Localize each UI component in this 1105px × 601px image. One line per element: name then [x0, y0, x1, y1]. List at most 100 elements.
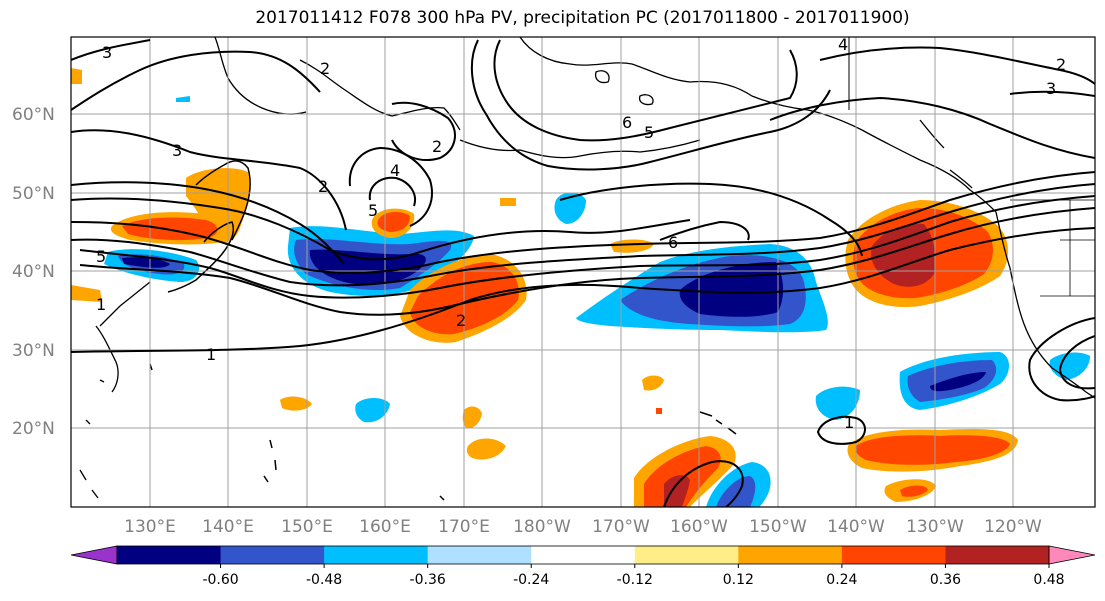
precip-negative-region	[355, 398, 390, 423]
precip-positive-region	[462, 406, 482, 429]
colorbar-tick-label: 0.36	[930, 572, 961, 588]
contour-label: 2	[456, 311, 466, 330]
colorbar-cell	[634, 546, 739, 564]
pv-contour-line	[470, 39, 831, 171]
contour-label: 2	[1056, 55, 1066, 74]
colorbar-cell	[427, 546, 532, 564]
pv-contour-line	[1058, 335, 1095, 390]
contour-label: 6	[622, 113, 632, 132]
map-title: 2017011412 F078 300 hPa PV, precipitatio…	[255, 8, 910, 28]
precip-negative-region	[554, 192, 586, 224]
colorbar-cell	[945, 546, 1050, 564]
pv-contour-line	[71, 39, 151, 61]
lon-label: 170°W	[592, 517, 650, 537]
pv-contour-line	[71, 181, 345, 265]
pv-contour-labels: 3 2 3 2 4 5 5 1 6 2 6 5 1 4 2 3 1 2	[96, 35, 1066, 432]
lon-label: 180°W	[513, 517, 571, 537]
colorbar-cell	[220, 546, 325, 564]
pv-contour-line	[819, 46, 1095, 85]
pv-contour-line	[559, 182, 863, 257]
colorbar-extend-max	[1048, 545, 1096, 565]
contour-label: 4	[390, 161, 400, 180]
precip-positive-region	[664, 475, 690, 507]
precip-positive-region	[71, 285, 102, 302]
latitude-labels: 60°N 50°N 40°N 30°N 20°N	[12, 105, 55, 439]
contour-label: 2	[320, 59, 330, 78]
precip-positive-region	[466, 438, 506, 460]
contour-label: 2	[318, 177, 328, 196]
lon-label: 170°E	[438, 517, 490, 537]
colorbar-tick-label: -0.36	[410, 572, 446, 588]
lat-label: 40°N	[12, 262, 55, 282]
precip-positive-region	[280, 396, 312, 411]
colorbar-extend-min	[70, 545, 118, 565]
contour-label: 1	[206, 345, 216, 364]
lat-label: 60°N	[12, 105, 55, 125]
pv-contour-line	[391, 101, 456, 161]
map-frame	[70, 36, 1096, 508]
lat-label: 30°N	[12, 341, 55, 361]
contour-label: 5	[96, 247, 106, 266]
precip-negative-region	[815, 386, 860, 420]
longitude-labels: 130°E 140°E 150°E 160°E 170°E 180°W 170°…	[124, 517, 1042, 537]
contour-label: 6	[668, 233, 678, 252]
pv-contour-line	[71, 227, 1095, 353]
colorbar-cell	[324, 546, 429, 564]
colorbar-tick-label: -0.60	[202, 572, 238, 588]
pv-contour-line	[71, 197, 691, 261]
contour-label: 1	[844, 413, 854, 432]
lon-label: 160°W	[670, 517, 728, 537]
lon-label: 160°E	[359, 517, 411, 537]
precip-negative-region	[716, 476, 756, 507]
precip-positive-region	[377, 211, 410, 232]
lon-label: 130°W	[906, 517, 964, 537]
pv-contour-line	[816, 415, 866, 445]
pv-contour-line	[659, 220, 750, 241]
contour-label: 2	[432, 137, 442, 156]
colorbar-cell	[117, 546, 222, 564]
precip-positive-region	[855, 435, 1010, 465]
pv-contour-line	[71, 171, 1095, 274]
lon-label: 140°W	[827, 517, 885, 537]
colorbar-cell	[531, 546, 636, 564]
precip-positive-region	[642, 375, 664, 391]
lat-label: 20°N	[12, 419, 55, 439]
colorbar-cell	[738, 546, 843, 564]
contour-label: 5	[368, 201, 378, 220]
contour-label: 5	[644, 123, 654, 142]
contour-label: 3	[1046, 79, 1056, 98]
pv-contour-line	[663, 460, 744, 507]
pv-contour-line	[71, 183, 1095, 287]
lat-label: 50°N	[12, 184, 55, 204]
colorbar-cell	[841, 546, 946, 564]
colorbar: -0.60 -0.48 -0.36 -0.24 -0.12 0.12 0.24 0.36 0.4…	[70, 545, 1096, 588]
precip-positive-region	[71, 68, 82, 84]
contour-label: 4	[838, 35, 848, 54]
pv-contour-line	[79, 195, 1095, 299]
precip-positive-region	[500, 198, 516, 206]
precip-positive-region	[900, 485, 928, 497]
pv-contour-line	[71, 129, 347, 231]
lon-label: 150°W	[749, 517, 807, 537]
lon-label: 130°E	[124, 517, 176, 537]
pv-contour-line	[368, 176, 416, 207]
contour-label: 3	[102, 43, 112, 62]
pv-contours	[71, 39, 1095, 507]
precip-negative-region	[930, 372, 986, 392]
colorbar-frame	[116, 545, 1050, 565]
colorbar-tick-label: 0.48	[1033, 572, 1064, 588]
precip-negative-region	[176, 96, 190, 102]
precip-positive-region	[656, 408, 662, 414]
colorbar-tick-label: -0.24	[513, 572, 549, 588]
colorbar-tick-label: 0.12	[723, 572, 754, 588]
colorbar-tick-label: 0.24	[826, 572, 857, 588]
pv-contour-line	[1028, 317, 1095, 402]
pv-contour-line	[79, 207, 1095, 316]
pv-contour-line	[1009, 90, 1095, 97]
lon-label: 140°E	[202, 517, 254, 537]
lon-label: 150°E	[281, 517, 333, 537]
lon-label: 120°W	[984, 517, 1042, 537]
contour-label: 1	[96, 295, 106, 314]
contour-label: 3	[172, 141, 182, 160]
